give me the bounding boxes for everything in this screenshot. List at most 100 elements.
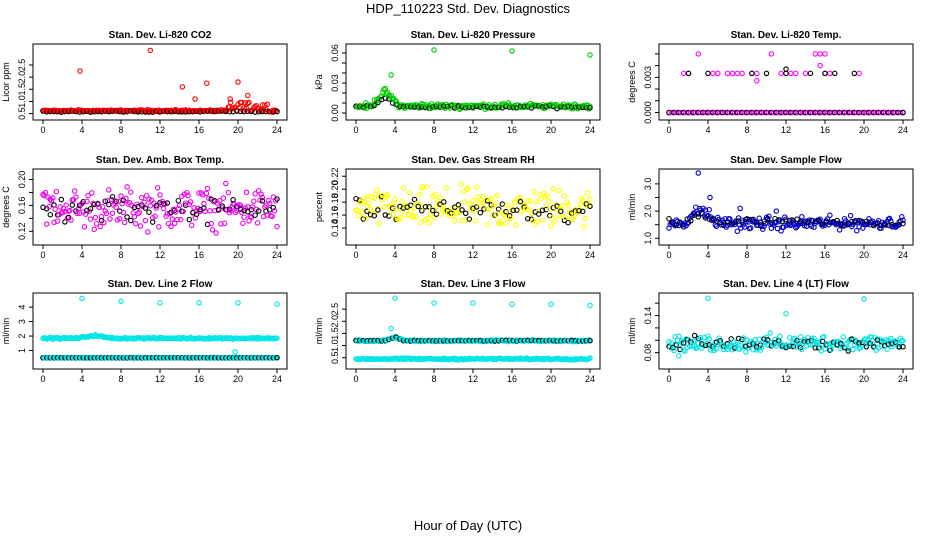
data-point bbox=[113, 204, 119, 210]
x-tick-label: 8 bbox=[431, 125, 436, 135]
data-point bbox=[408, 208, 414, 214]
data-point bbox=[783, 70, 789, 77]
x-tick-label: 4 bbox=[392, 250, 397, 260]
data-point bbox=[241, 105, 247, 111]
data-point bbox=[176, 202, 183, 209]
data-point bbox=[60, 205, 67, 212]
series-points bbox=[40, 47, 280, 115]
data-point bbox=[124, 108, 130, 115]
data-point bbox=[388, 72, 394, 78]
data-point bbox=[746, 216, 753, 223]
data-point bbox=[171, 220, 178, 227]
data-point bbox=[204, 221, 211, 228]
x-tick-label: 20 bbox=[546, 374, 556, 384]
data-point bbox=[62, 219, 68, 225]
data-point bbox=[359, 209, 365, 216]
data-point bbox=[152, 213, 158, 220]
data-point bbox=[219, 203, 225, 209]
data-point bbox=[512, 222, 519, 228]
data-point bbox=[816, 339, 822, 345]
data-point bbox=[354, 207, 360, 213]
data-point bbox=[833, 339, 839, 345]
data-point bbox=[734, 70, 741, 77]
plot-frame bbox=[658, 168, 914, 246]
data-point bbox=[531, 189, 537, 195]
data-point bbox=[142, 217, 149, 224]
y-tick-label: 1.0 bbox=[643, 232, 653, 245]
data-point bbox=[259, 194, 266, 201]
data-point bbox=[743, 349, 749, 355]
data-point bbox=[419, 185, 425, 191]
data-point bbox=[410, 213, 417, 220]
data-point bbox=[838, 222, 844, 228]
data-point bbox=[587, 52, 593, 58]
x-tick-label: 24 bbox=[585, 250, 595, 260]
data-point bbox=[99, 204, 106, 210]
panel-title: Stan. Dev. Line 3 Flow bbox=[421, 279, 526, 290]
data-point bbox=[676, 333, 682, 340]
data-point bbox=[744, 216, 750, 222]
y-tick-label: 0.16 bbox=[330, 206, 340, 224]
data-point bbox=[369, 194, 375, 200]
data-point bbox=[754, 70, 760, 77]
data-point bbox=[223, 180, 229, 187]
data-point bbox=[102, 198, 108, 204]
data-point bbox=[43, 221, 50, 227]
data-point bbox=[587, 355, 593, 361]
data-point bbox=[113, 198, 119, 205]
data-point bbox=[466, 216, 473, 222]
data-point bbox=[270, 204, 277, 211]
data-point bbox=[774, 225, 781, 232]
data-point bbox=[822, 51, 828, 57]
x-tick-label: 20 bbox=[233, 374, 243, 384]
data-point bbox=[564, 199, 570, 205]
data-point bbox=[153, 203, 160, 209]
data-point bbox=[777, 333, 783, 340]
data-point bbox=[131, 214, 138, 220]
data-point bbox=[465, 185, 471, 191]
data-point bbox=[583, 203, 590, 209]
data-point bbox=[525, 198, 531, 204]
data-point bbox=[264, 101, 271, 108]
data-point bbox=[840, 334, 847, 340]
data-point bbox=[817, 62, 823, 69]
data-point bbox=[472, 217, 479, 224]
data-point bbox=[201, 205, 207, 211]
data-point bbox=[52, 206, 58, 212]
data-point bbox=[558, 208, 564, 215]
data-point bbox=[799, 346, 805, 353]
data-point bbox=[505, 355, 512, 362]
data-point bbox=[136, 209, 143, 215]
x-tick-label: 0 bbox=[353, 125, 358, 135]
data-point bbox=[69, 202, 76, 208]
data-point bbox=[241, 214, 247, 220]
x-tick-label: 12 bbox=[781, 374, 791, 384]
x-tick-label: 12 bbox=[155, 125, 165, 135]
data-point bbox=[77, 68, 83, 74]
data-point bbox=[59, 209, 66, 215]
data-point bbox=[354, 338, 360, 344]
y-tick-label: 1.5 bbox=[330, 327, 340, 340]
y-tick-label: 0.08 bbox=[643, 344, 653, 362]
y-tick-label: 2.0 bbox=[643, 205, 653, 218]
x-tick-label: 8 bbox=[744, 125, 749, 135]
data-point bbox=[548, 223, 554, 229]
data-point bbox=[431, 47, 437, 53]
data-point bbox=[265, 335, 272, 341]
data-point bbox=[415, 200, 421, 207]
data-point bbox=[878, 225, 884, 231]
data-point bbox=[900, 343, 906, 350]
data-point bbox=[587, 196, 593, 203]
data-point bbox=[799, 214, 805, 220]
data-point bbox=[255, 208, 262, 214]
x-tick-label: 20 bbox=[546, 250, 556, 260]
data-point bbox=[95, 201, 101, 207]
data-point bbox=[246, 99, 252, 106]
data-point bbox=[274, 335, 280, 341]
data-point bbox=[221, 220, 228, 227]
y-tick-label: 0.18 bbox=[330, 193, 340, 211]
data-point bbox=[786, 217, 793, 224]
data-point bbox=[793, 70, 799, 77]
x-axis-title: Hour of Day (UTC) bbox=[413, 518, 523, 533]
data-point bbox=[145, 229, 151, 235]
